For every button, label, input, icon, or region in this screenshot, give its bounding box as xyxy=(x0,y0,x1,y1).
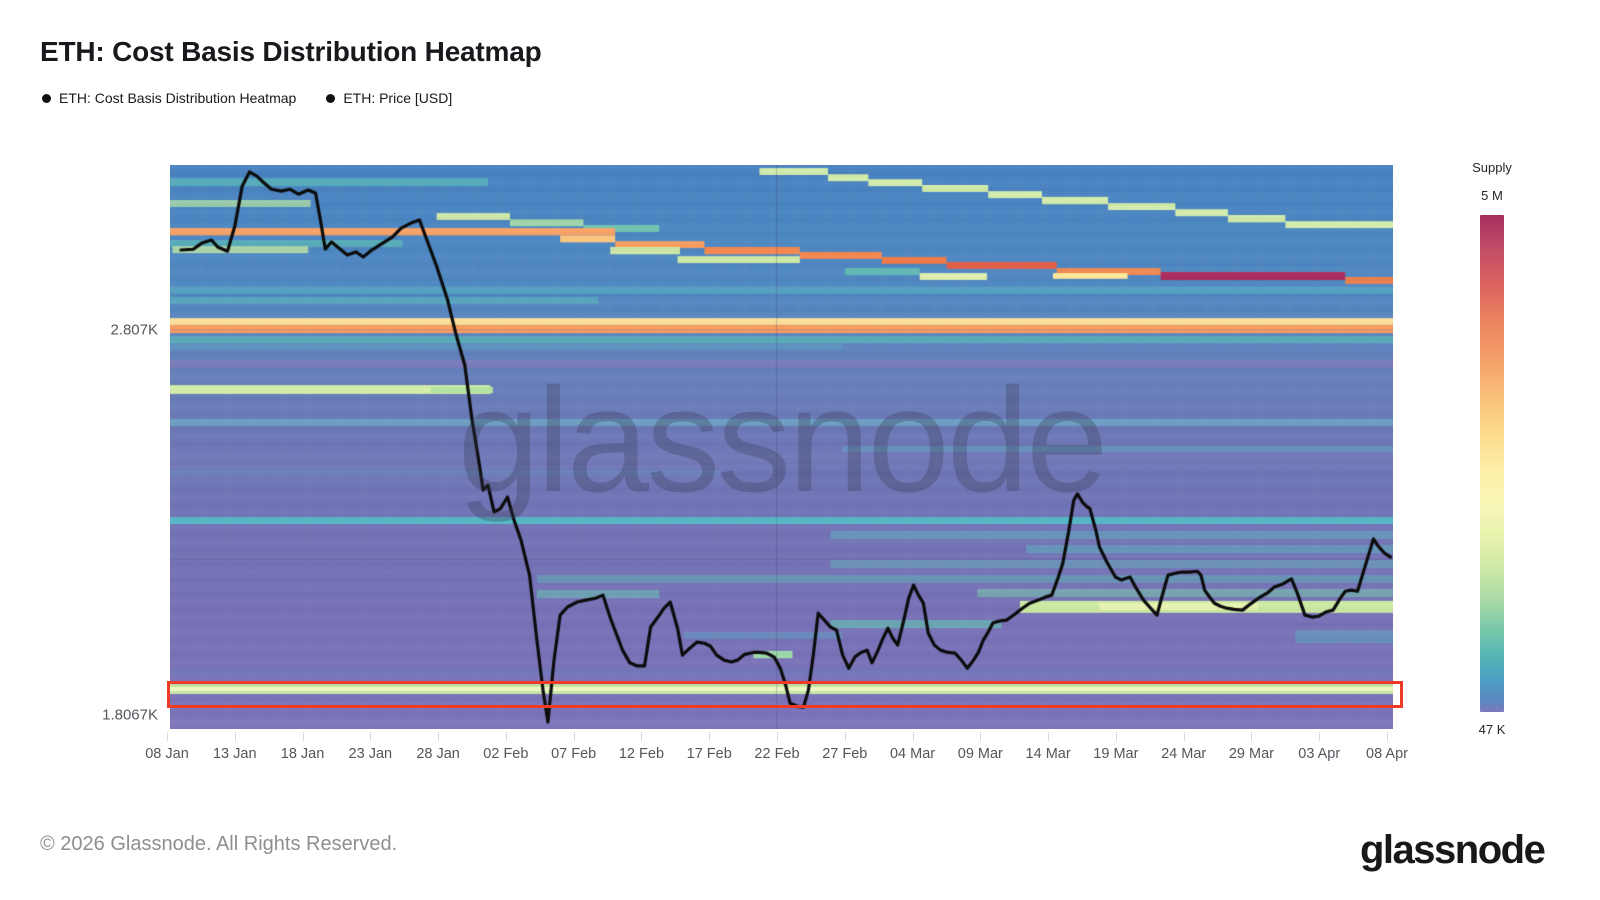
heatmap-plot[interactable]: glassnode 2.807K 1.8067K 08 Jan 13 Jan 18 J… xyxy=(102,165,1408,762)
copyright-text: © 2026 Glassnode. All Rights Reserved. xyxy=(40,833,398,855)
x-tick-mark xyxy=(234,732,236,741)
x-tick-label: 09 Mar xyxy=(957,746,1003,762)
x-tick-label: 27 Feb xyxy=(822,746,868,762)
legend-label-heatmap: ETH: Cost Basis Distribution Heatmap xyxy=(59,90,297,106)
heatmap-canvas[interactable] xyxy=(170,165,1393,729)
x-tick-label: 29 Mar xyxy=(1228,746,1275,762)
x-tick-label: 08 Jan xyxy=(145,746,189,762)
x-tick-label: 12 Feb xyxy=(618,746,665,762)
colorbar-max-label: 5 M xyxy=(1481,188,1503,203)
glassnode-logo: glassnode xyxy=(1360,828,1546,872)
x-tick-label: 28 Jan xyxy=(416,746,460,762)
x-tick-mark xyxy=(1115,732,1117,741)
legend: ETH: Cost Basis Distribution Heatmap ETH… xyxy=(42,90,452,106)
x-tick-mark xyxy=(1319,732,1321,741)
colorbar-gradient xyxy=(1480,215,1504,712)
legend-dot-icon xyxy=(42,93,51,103)
x-tick-mark xyxy=(438,732,440,741)
x-tick-label: 18 Jan xyxy=(280,746,325,762)
x-tick-mark xyxy=(167,732,168,741)
x-tick-mark xyxy=(1048,732,1050,741)
x-tick-label: 13 Jan xyxy=(212,746,257,762)
colorbar-title: Supply xyxy=(1472,160,1512,175)
x-tick-label: 08 Apr xyxy=(1366,746,1408,762)
colorbar: Supply 5 M 47 K xyxy=(1448,160,1536,737)
x-tick-label: 23 Jan xyxy=(348,746,393,762)
x-tick-label: 17 Feb xyxy=(686,746,732,762)
x-axis: 08 Jan 13 Jan 18 Jan 23 Jan 28 Jan 02 Feb 07 F… xyxy=(145,729,1408,779)
x-tick-mark xyxy=(641,732,643,741)
x-tick-label: 04 Mar xyxy=(889,746,936,762)
page-title: ETH: Cost Basis Distribution Heatmap xyxy=(40,36,542,67)
x-tick-mark xyxy=(1387,732,1388,741)
legend-item-heatmap[interactable]: ETH: Cost Basis Distribution Heatmap xyxy=(42,90,296,106)
x-tick-label: 22 Feb xyxy=(754,746,800,762)
x-tick-mark xyxy=(573,732,575,741)
y-axis: 2.807K 1.8067K xyxy=(12,165,158,729)
x-tick-label: 02 Feb xyxy=(483,746,529,762)
legend-label-price: ETH: Price [USD] xyxy=(343,90,453,106)
x-tick-mark xyxy=(302,732,304,741)
x-tick-mark xyxy=(844,732,846,741)
x-tick-mark xyxy=(505,732,507,741)
y-tick-label: 1.8067K xyxy=(102,706,158,724)
x-tick-mark xyxy=(1183,732,1185,741)
y-tick-label: 2.807K xyxy=(110,321,158,339)
x-tick-mark xyxy=(912,732,914,741)
x-tick-label: 14 Mar xyxy=(1025,746,1071,762)
x-tick-mark xyxy=(1251,732,1253,741)
x-tick-mark xyxy=(370,732,372,741)
x-tick-mark xyxy=(709,732,711,741)
x-tick-label: 24 Mar xyxy=(1161,746,1207,762)
legend-dot-icon xyxy=(326,93,336,103)
x-tick-label: 07 Feb xyxy=(551,746,597,762)
x-tick-mark xyxy=(777,732,778,741)
x-tick-label: 19 Mar xyxy=(1093,746,1139,762)
legend-item-price[interactable]: ETH: Price [USD] xyxy=(326,90,452,106)
colorbar-min-label: 47 K xyxy=(1478,722,1506,737)
x-tick-mark xyxy=(980,732,982,741)
x-tick-label: 03 Apr xyxy=(1298,746,1341,762)
